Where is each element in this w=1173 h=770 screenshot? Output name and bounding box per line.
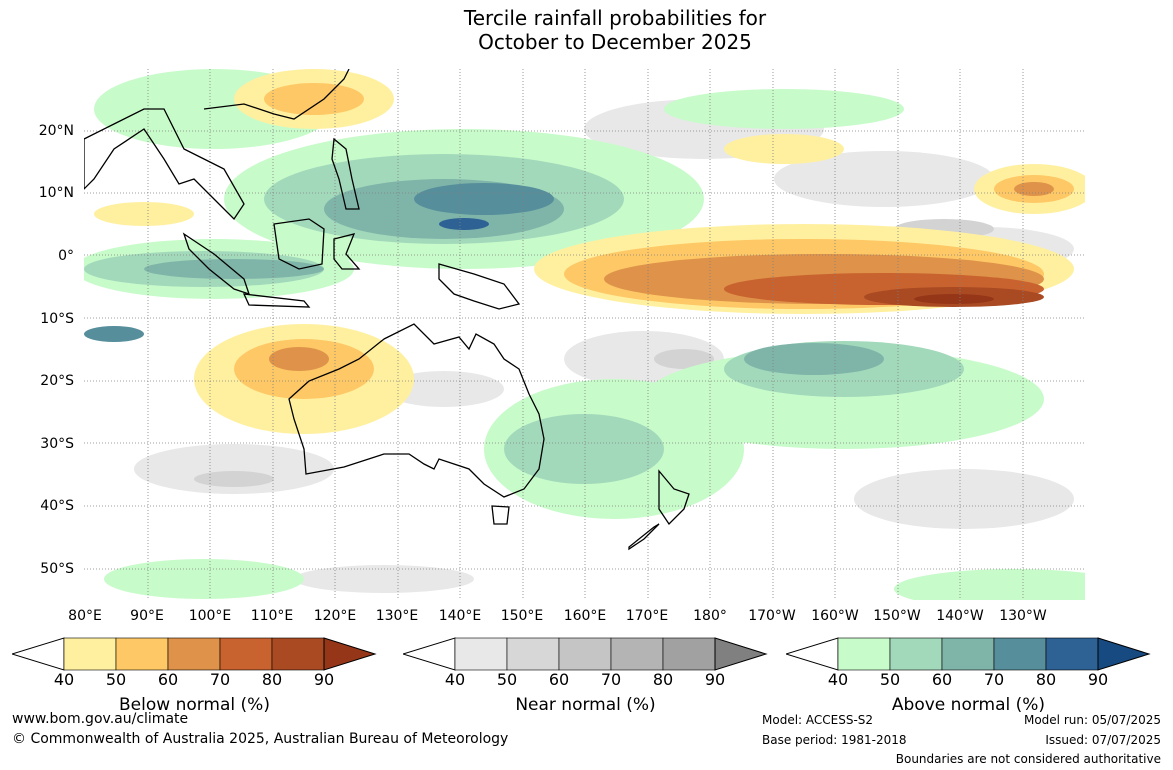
model-run-date: Model run: 05/07/2025: [1023, 713, 1161, 727]
lon-label-140e: 140°E: [438, 608, 482, 624]
colorbar-below-tick-40: 40: [53, 670, 75, 689]
tasmania-coast: [491, 505, 510, 525]
lat-label-0: 0°: [58, 248, 74, 264]
colorbar-below-caption: Below normal (%): [119, 695, 270, 715]
lat-label-10n: 10°N: [38, 185, 74, 201]
lat-label-10s: 10°S: [40, 311, 74, 327]
colorbar-above-tick-60: 60: [931, 670, 953, 689]
lon-label-160w: 160°W: [811, 608, 859, 624]
philippines-coast: [331, 137, 360, 210]
colorbar-near-tick-40: 40: [444, 670, 466, 689]
australia-coast: [288, 323, 545, 498]
lat-label-30s: 30°S: [40, 436, 74, 452]
lat-label-50s: 50°S: [40, 561, 74, 577]
title-line-2: October to December 2025: [478, 30, 752, 54]
colorbar-near-normal-swatches: [401, 637, 768, 671]
colorbar-above-tick-70: 70: [983, 670, 1005, 689]
boundaries-disclaimer: Boundaries are not considered authoritat…: [895, 752, 1161, 766]
colorbar-near-caption: Near normal (%): [515, 695, 656, 715]
colorbar-below-tick-80: 80: [261, 670, 283, 689]
new-zealand-south: [628, 523, 660, 551]
colorbar-above-tick-90: 90: [1087, 670, 1109, 689]
colorbar-below-normal-swatches: [10, 637, 377, 671]
website-link[interactable]: www.bom.gov.au/climate: [12, 711, 189, 727]
colorbar-above-tick-50: 50: [879, 670, 901, 689]
graticule: [84, 69, 1085, 600]
colorbar-below-tick-90: 90: [313, 670, 335, 689]
colorbar-above-tick-40: 40: [827, 670, 849, 689]
sumatra-coast: [182, 232, 251, 296]
model-name: Model: ACCESS-S2: [762, 713, 874, 727]
lon-label-180: 180°: [693, 608, 727, 624]
copyright-text: © Commonwealth of Australia 2025, Austra…: [12, 731, 509, 747]
asia-mainland-coast: [84, 108, 245, 221]
lon-label-80e: 80°E: [68, 608, 102, 624]
java-coast: [242, 293, 311, 308]
new-zealand-north: [658, 469, 690, 526]
lon-label-90e: 90°E: [130, 608, 164, 624]
colorbar-below-tick-70: 70: [209, 670, 231, 689]
colorbar-below-normal: 40 50 60 70 80 90 Below normal (%): [10, 636, 377, 715]
colorbar-near-tick-80: 80: [652, 670, 674, 689]
sulawesi-coast: [333, 233, 361, 270]
base-period: Base period: 1981-2018: [762, 733, 907, 747]
lon-label-170w: 170°W: [748, 608, 796, 624]
colorbar-above-normal: 40 50 60 70 80 90 Above normal (%): [784, 636, 1151, 715]
below-normal-areas: [94, 69, 1085, 434]
rainfall-probability-map: [84, 69, 1085, 600]
borneo-coast: [273, 218, 325, 270]
china-coast: [203, 69, 350, 120]
issued-date: Issued: 07/07/2025: [1045, 733, 1161, 747]
coastlines: [84, 69, 690, 551]
colorbar-below-tick-60: 60: [157, 670, 179, 689]
lat-label-20s: 20°S: [40, 373, 74, 389]
colorbar-near-tick-50: 50: [496, 670, 518, 689]
lat-label-20n: 20°N: [38, 123, 74, 139]
lon-label-100e: 100°E: [188, 608, 232, 624]
lon-label-130w: 130°W: [999, 608, 1047, 624]
colorbar-above-normal-swatches: [784, 637, 1151, 671]
lon-label-130e: 130°E: [375, 608, 419, 624]
lon-label-170e: 170°E: [625, 608, 669, 624]
map-canvas: [84, 69, 1085, 600]
colorbar-near-tick-70: 70: [600, 670, 622, 689]
new-guinea-coast: [438, 263, 521, 310]
colorbar-near-tick-90: 90: [704, 670, 726, 689]
colorbar-above-tick-80: 80: [1035, 670, 1057, 689]
lon-label-150w: 150°W: [873, 608, 921, 624]
map-title: Tercile rainfall probabilities for Octob…: [0, 6, 1173, 54]
lat-label-40s: 40°S: [40, 498, 74, 514]
lon-label-110e: 110°E: [250, 608, 294, 624]
lon-label-140w: 140°W: [936, 608, 984, 624]
colorbar-above-caption: Above normal (%): [891, 695, 1046, 715]
colorbar-near-tick-60: 60: [548, 670, 570, 689]
lon-label-150e: 150°E: [500, 608, 544, 624]
lon-label-120e: 120°E: [313, 608, 357, 624]
title-line-1: Tercile rainfall probabilities for: [463, 6, 767, 30]
lon-label-160e: 160°E: [563, 608, 607, 624]
colorbar-near-normal: 40 50 60 70 80 90 Near normal (%): [401, 636, 768, 715]
above-normal-areas: [84, 69, 1085, 600]
colorbar-below-tick-50: 50: [105, 670, 127, 689]
